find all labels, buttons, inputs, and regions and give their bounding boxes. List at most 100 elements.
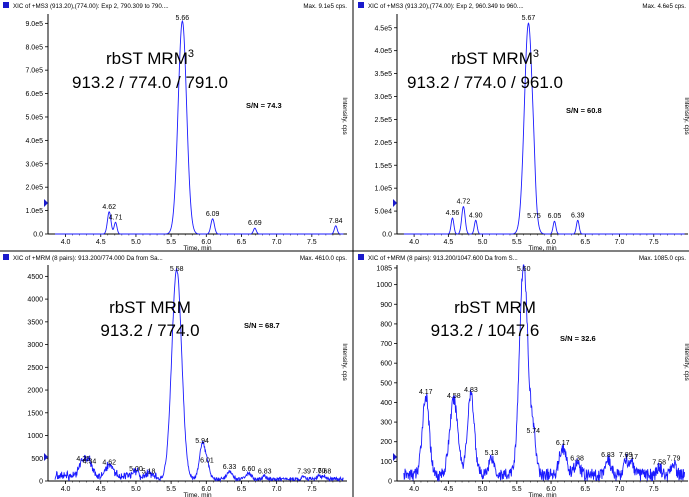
y-tick-label: 1500 [27, 410, 43, 417]
peak-label: 4.34 [83, 459, 97, 466]
peak-label: 5.58 [170, 266, 184, 273]
y-tick-label: 3.0e5 [374, 94, 392, 101]
y-tick-label: 100 [380, 459, 392, 466]
y-axis-title: Intensity, cps [341, 343, 348, 381]
x-tick-label: 4.5 [443, 486, 453, 493]
peak-label: 6.01 [200, 458, 214, 465]
y-tick-label: 5.0e5 [25, 114, 43, 121]
peak-label: 7.84 [329, 218, 343, 225]
baseline-marker-icon [393, 453, 397, 461]
x-tick-label: 5.0 [131, 239, 141, 246]
chromatogram-trace [403, 264, 686, 483]
y-tick-label: 5.0e4 [374, 209, 392, 216]
chart-panel-2: XIC of +MS3 (913.20),(774.00): Exp 2, 96… [358, 2, 689, 252]
x-tick-label: 4.5 [96, 486, 106, 493]
y-tick-label: 3500 [27, 319, 43, 326]
chart-title-line2: 913.2 / 774.0 / 791.0 [72, 73, 228, 92]
peak-label: 4.83 [464, 387, 478, 394]
peak-label: 6.39 [571, 212, 585, 219]
y-tick-label: 1000 [27, 433, 43, 440]
y-tick-label: 1.5e5 [374, 163, 392, 170]
panel-marker-icon [358, 254, 364, 260]
signal-to-noise-label: S/N = 32.6 [560, 334, 596, 343]
x-tick-label: 4.5 [443, 239, 453, 246]
peak-label: 6.60 [242, 466, 256, 473]
peak-label: 6.09 [206, 211, 220, 218]
chart-title-line2: 913.2 / 774.0 / 961.0 [407, 73, 563, 92]
chart-title-line2: 913.2 / 1047.6 [431, 321, 540, 340]
x-tick-label: 7.0 [272, 486, 282, 493]
peak-label: 6.83 [258, 469, 272, 476]
x-tick-label: 5.5 [166, 239, 176, 246]
panel-max-label: Max. 4610.0 cps. [300, 255, 347, 262]
peak-label: 5.74 [526, 428, 540, 435]
peak-label: 4.17 [419, 389, 433, 396]
panel-max-label: Max. 1085.0 cps. [639, 255, 686, 262]
peak-label: 5.18 [142, 469, 156, 476]
peak-label: 4.62 [102, 460, 116, 467]
x-tick-label: 4.0 [61, 486, 71, 493]
y-tick-label: 4.0e5 [25, 138, 43, 145]
chart-panel-3: XIC of +MRM (8 pairs): 913.200/774.000 D… [3, 254, 348, 497]
x-tick-label: 5.5 [166, 486, 176, 493]
x-tick-label: 4.0 [409, 486, 419, 493]
x-tick-label: 6.5 [580, 239, 590, 246]
y-tick-label: 9.0e5 [25, 21, 43, 28]
x-tick-label: 5.5 [512, 486, 522, 493]
y-tick-label: 3.5e5 [374, 71, 392, 78]
y-axis-title: Intensity, cps [683, 97, 689, 135]
x-tick-label: 7.5 [649, 486, 659, 493]
panel-header-text: XIC of +MRM (8 pairs): 913.200/774.000 D… [13, 255, 163, 262]
y-tick-label: 2500 [27, 365, 43, 372]
x-tick-label: 6.0 [546, 486, 556, 493]
baseline-marker-icon [44, 199, 48, 207]
y-tick-label: 2.0e5 [374, 140, 392, 147]
panel-header-text: XIC of +MS3 (913.20),(774.00): Exp 2, 96… [368, 3, 524, 10]
chart-panel-4: XIC of +MRM (8 pairs): 913.200/1047.600 … [358, 254, 689, 497]
y-tick-label: 2.0e5 [25, 185, 43, 192]
chart-title-line1: rbST MRM3 [106, 48, 194, 68]
chart-title-superscript: 3 [188, 48, 194, 60]
x-tick-label: 4.5 [96, 239, 106, 246]
peak-label: 7.09 [619, 452, 633, 459]
panel-max-label: Max. 4.6e5 cps. [642, 3, 686, 10]
x-tick-label: 5.0 [478, 486, 488, 493]
chart-title-line2: 913.2 / 774.0 [100, 321, 199, 340]
x-tick-label: 6.0 [546, 239, 556, 246]
signal-to-noise-label: S/N = 74.3 [246, 101, 282, 110]
y-tick-label: 500 [380, 380, 392, 387]
y-tick-label: 3.0e5 [25, 161, 43, 168]
x-axis-title: Time, min [183, 245, 212, 252]
panel-header-text: XIC of +MRM (8 pairs): 913.200/1047.600 … [368, 255, 518, 262]
panel-header-text: XIC of +MS3 (913.20),(774.00): Exp 2, 79… [13, 3, 169, 10]
x-axis-title: Time, min [528, 492, 557, 497]
y-tick-label: 4000 [27, 297, 43, 304]
x-tick-label: 5.0 [131, 486, 141, 493]
chromatogram-trace [403, 22, 685, 235]
x-tick-label: 4.0 [61, 239, 71, 246]
y-tick-label: 1.0e5 [374, 186, 392, 193]
peak-label: 7.58 [652, 460, 666, 467]
chromatogram-trace [55, 19, 344, 235]
peak-label: 6.05 [548, 213, 562, 220]
x-tick-label: 5.0 [478, 239, 488, 246]
chromatogram-trace [54, 268, 344, 483]
peak-label: 5.67 [522, 15, 536, 22]
x-tick-label: 6.5 [237, 239, 247, 246]
y-tick-label: 300 [380, 420, 392, 427]
y-tick-label: 2000 [27, 388, 43, 395]
y-tick-label: 1085 [376, 265, 392, 272]
peak-label: 6.69 [248, 220, 262, 227]
x-axis-title: Time, min [528, 245, 557, 252]
chart-title-superscript: 3 [533, 48, 539, 60]
y-tick-label: 500 [31, 456, 43, 463]
x-tick-label: 7.5 [307, 239, 317, 246]
y-tick-label: 1000 [376, 282, 392, 289]
y-tick-label: 0 [39, 479, 43, 486]
y-axis-title: Intensity, cps [683, 343, 689, 381]
y-tick-label: 700 [380, 341, 392, 348]
panel-max-label: Max. 9.1e5 cps. [303, 3, 347, 10]
y-tick-label: 400 [380, 400, 392, 407]
y-tick-label: 0.0 [33, 232, 43, 239]
peak-label: 4.58 [447, 393, 461, 400]
